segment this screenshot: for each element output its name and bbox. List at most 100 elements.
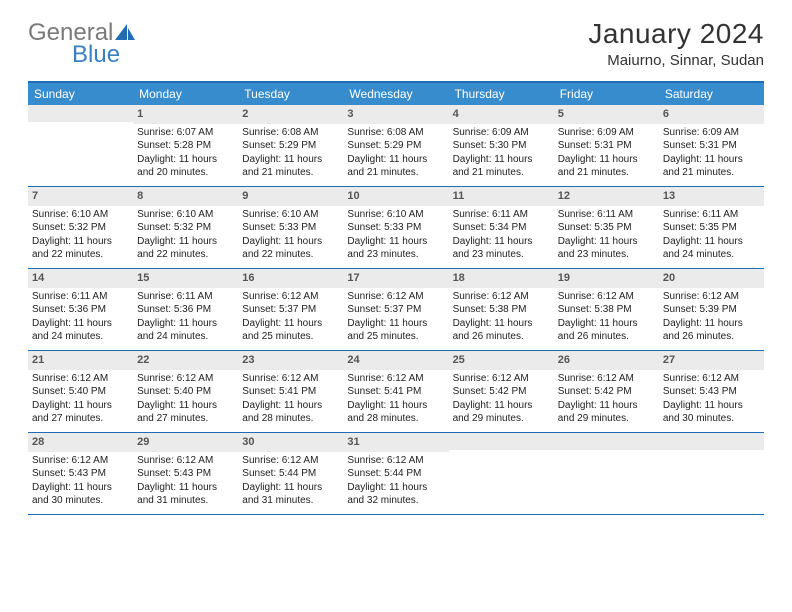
day-content: Sunrise: 6:12 AMSunset: 5:38 PMDaylight:… <box>554 288 659 348</box>
day-number: 7 <box>28 187 133 206</box>
month-title: January 2024 <box>588 18 764 50</box>
day-info-line: Sunrise: 6:12 AM <box>558 290 655 304</box>
day-info-line: Sunrise: 6:10 AM <box>137 208 234 222</box>
calendar-cell: 24Sunrise: 6:12 AMSunset: 5:41 PMDayligh… <box>343 351 448 432</box>
day-content: Sunrise: 6:10 AMSunset: 5:32 PMDaylight:… <box>133 206 238 266</box>
day-info-line: Daylight: 11 hours <box>242 317 339 331</box>
day-info-line: and 28 minutes. <box>242 412 339 426</box>
day-number: 25 <box>449 351 554 370</box>
day-content: Sunrise: 6:12 AMSunset: 5:39 PMDaylight:… <box>659 288 764 348</box>
day-info-line: and 26 minutes. <box>558 330 655 344</box>
calendar-cell: 18Sunrise: 6:12 AMSunset: 5:38 PMDayligh… <box>449 269 554 350</box>
day-info-line: and 26 minutes. <box>663 330 760 344</box>
day-info-line: Sunset: 5:32 PM <box>137 221 234 235</box>
day-info-line: Sunrise: 6:08 AM <box>242 126 339 140</box>
calendar-cell: 17Sunrise: 6:12 AMSunset: 5:37 PMDayligh… <box>343 269 448 350</box>
calendar-cell: 7Sunrise: 6:10 AMSunset: 5:32 PMDaylight… <box>28 187 133 268</box>
weekday-header: Thursday <box>449 83 554 105</box>
day-info-line: Sunset: 5:43 PM <box>137 467 234 481</box>
day-info-line: and 31 minutes. <box>137 494 234 508</box>
day-info-line: Sunrise: 6:12 AM <box>453 372 550 386</box>
day-info-line: Sunrise: 6:12 AM <box>137 372 234 386</box>
day-info-line: Daylight: 11 hours <box>32 481 129 495</box>
day-info-line: Sunrise: 6:12 AM <box>32 454 129 468</box>
day-number: 27 <box>659 351 764 370</box>
day-number: 29 <box>133 433 238 452</box>
day-info-line: Sunrise: 6:12 AM <box>242 454 339 468</box>
day-info-line: Sunrise: 6:12 AM <box>242 290 339 304</box>
day-number: 30 <box>238 433 343 452</box>
day-number: 15 <box>133 269 238 288</box>
day-info-line: and 25 minutes. <box>242 330 339 344</box>
day-info-line: Sunset: 5:36 PM <box>137 303 234 317</box>
day-content: Sunrise: 6:12 AMSunset: 5:37 PMDaylight:… <box>238 288 343 348</box>
day-info-line: Daylight: 11 hours <box>32 317 129 331</box>
day-number: 24 <box>343 351 448 370</box>
calendar-cell: 2Sunrise: 6:08 AMSunset: 5:29 PMDaylight… <box>238 105 343 186</box>
title-block: January 2024 Maiurno, Sinnar, Sudan <box>588 18 764 69</box>
day-content: Sunrise: 6:12 AMSunset: 5:44 PMDaylight:… <box>238 452 343 512</box>
day-number: 12 <box>554 187 659 206</box>
day-number: 17 <box>343 269 448 288</box>
day-info-line: Sunrise: 6:10 AM <box>32 208 129 222</box>
calendar-cell: 20Sunrise: 6:12 AMSunset: 5:39 PMDayligh… <box>659 269 764 350</box>
day-info-line: Daylight: 11 hours <box>137 153 234 167</box>
day-number: 31 <box>343 433 448 452</box>
day-info-line: Daylight: 11 hours <box>32 235 129 249</box>
calendar-cell: 3Sunrise: 6:08 AMSunset: 5:29 PMDaylight… <box>343 105 448 186</box>
day-info-line: and 22 minutes. <box>32 248 129 262</box>
calendar-cell: 22Sunrise: 6:12 AMSunset: 5:40 PMDayligh… <box>133 351 238 432</box>
weekday-header: Sunday <box>28 83 133 105</box>
sail-icon <box>115 24 135 40</box>
day-info-line: Sunset: 5:33 PM <box>347 221 444 235</box>
day-info-line: Daylight: 11 hours <box>242 399 339 413</box>
calendar-row: 28Sunrise: 6:12 AMSunset: 5:43 PMDayligh… <box>28 433 764 515</box>
day-info-line: Sunset: 5:43 PM <box>663 385 760 399</box>
day-info-line: Sunrise: 6:12 AM <box>32 372 129 386</box>
day-number: 6 <box>659 105 764 124</box>
day-info-line: Sunset: 5:30 PM <box>453 139 550 153</box>
day-info-line: Daylight: 11 hours <box>347 235 444 249</box>
day-info-line: Sunrise: 6:09 AM <box>453 126 550 140</box>
calendar-cell <box>449 433 554 514</box>
day-number: 2 <box>238 105 343 124</box>
day-info-line: Daylight: 11 hours <box>663 235 760 249</box>
day-content: Sunrise: 6:11 AMSunset: 5:36 PMDaylight:… <box>28 288 133 348</box>
day-info-line: Sunset: 5:39 PM <box>663 303 760 317</box>
day-info-line: and 30 minutes. <box>32 494 129 508</box>
day-info-line: and 22 minutes. <box>137 248 234 262</box>
day-info-line: Sunset: 5:43 PM <box>32 467 129 481</box>
day-info-line: and 30 minutes. <box>663 412 760 426</box>
logo-text-blue: Blue <box>72 41 120 69</box>
day-info-line: Sunrise: 6:08 AM <box>347 126 444 140</box>
calendar-cell: 13Sunrise: 6:11 AMSunset: 5:35 PMDayligh… <box>659 187 764 268</box>
calendar-cell: 28Sunrise: 6:12 AMSunset: 5:43 PMDayligh… <box>28 433 133 514</box>
day-info-line: Sunrise: 6:12 AM <box>137 454 234 468</box>
day-content: Sunrise: 6:08 AMSunset: 5:29 PMDaylight:… <box>238 124 343 184</box>
day-content: Sunrise: 6:11 AMSunset: 5:36 PMDaylight:… <box>133 288 238 348</box>
day-info-line: Sunrise: 6:12 AM <box>347 372 444 386</box>
day-info-line: and 20 minutes. <box>137 166 234 180</box>
day-info-line: and 21 minutes. <box>663 166 760 180</box>
day-info-line: Sunset: 5:38 PM <box>453 303 550 317</box>
weekday-header: Tuesday <box>238 83 343 105</box>
day-info-line: and 23 minutes. <box>453 248 550 262</box>
day-number: 16 <box>238 269 343 288</box>
day-info-line: Daylight: 11 hours <box>663 317 760 331</box>
day-info-line: Daylight: 11 hours <box>453 317 550 331</box>
day-info-line: Sunset: 5:31 PM <box>663 139 760 153</box>
calendar-cell: 23Sunrise: 6:12 AMSunset: 5:41 PMDayligh… <box>238 351 343 432</box>
day-number <box>28 105 133 122</box>
day-info-line: Daylight: 11 hours <box>558 235 655 249</box>
day-info-line: and 31 minutes. <box>242 494 339 508</box>
day-info-line: Daylight: 11 hours <box>663 153 760 167</box>
day-info-line: Sunset: 5:44 PM <box>347 467 444 481</box>
day-info-line: Daylight: 11 hours <box>242 235 339 249</box>
day-number: 22 <box>133 351 238 370</box>
day-info-line: and 21 minutes. <box>558 166 655 180</box>
day-number: 19 <box>554 269 659 288</box>
day-content: Sunrise: 6:12 AMSunset: 5:44 PMDaylight:… <box>343 452 448 512</box>
day-number: 18 <box>449 269 554 288</box>
day-content: Sunrise: 6:11 AMSunset: 5:35 PMDaylight:… <box>554 206 659 266</box>
calendar-cell: 8Sunrise: 6:10 AMSunset: 5:32 PMDaylight… <box>133 187 238 268</box>
